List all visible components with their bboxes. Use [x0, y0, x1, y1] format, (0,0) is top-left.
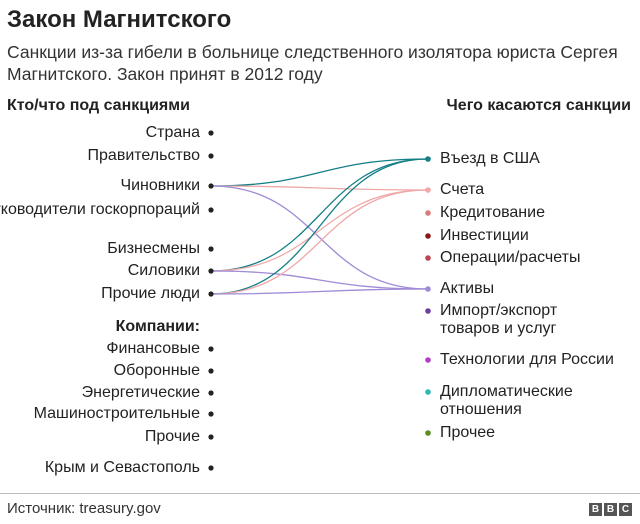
right-item: Счета: [440, 181, 485, 198]
left-dot: [208, 465, 214, 471]
company-item: Финансовые: [106, 340, 200, 357]
logo-block: B: [604, 503, 617, 516]
right-dot: [425, 286, 431, 292]
right-dot: [425, 389, 431, 395]
left-dot: [208, 207, 214, 213]
left-item: Правительство: [87, 147, 200, 164]
left-dot: [208, 346, 214, 352]
left-item: Прочие люди: [101, 285, 200, 302]
link-curve: [210, 185, 429, 290]
right-dot: [425, 156, 431, 162]
company-item: Оборонные: [113, 362, 200, 379]
company-item: Прочие: [144, 428, 200, 445]
left-dot: [208, 291, 214, 297]
logo-block: B: [589, 503, 602, 516]
link-curve: [210, 158, 429, 295]
right-item: Импорт/экспорт товаров и услуг: [440, 302, 558, 337]
right-item: Технологии для России: [440, 351, 614, 368]
link-curve: [210, 189, 429, 295]
link-curve: [210, 185, 429, 191]
left-dot: [208, 434, 214, 440]
left-item: Чиновники: [120, 177, 200, 194]
link-curve: [210, 158, 429, 272]
link-curve: [210, 288, 429, 295]
footer-divider: [0, 493, 640, 494]
right-dot: [425, 187, 431, 193]
right-dot: [425, 255, 431, 261]
left-dot: [208, 411, 214, 417]
company-item: Крым и Севастополь: [44, 459, 200, 476]
right-dot: [425, 308, 431, 314]
left-item: Силовики: [127, 262, 200, 279]
left-item: Страна: [145, 124, 200, 141]
right-dot: [425, 430, 431, 436]
right-column-header: Чего касаются санкции: [446, 97, 631, 114]
left-dot: [208, 246, 214, 252]
link-curve: [210, 270, 429, 290]
right-dot: [425, 357, 431, 363]
company-item: Энергетические: [81, 384, 200, 401]
left-dot: [208, 153, 214, 159]
right-dot: [425, 233, 431, 239]
left-dot: [208, 368, 214, 374]
right-dot: [425, 210, 431, 216]
source-note: Источник: treasury.gov: [7, 500, 161, 517]
chart-subtitle: Санкции из-за гибели в больнице следстве…: [7, 42, 618, 84]
chart-title: Закон Магнитского: [7, 6, 232, 33]
left-dot: [208, 183, 214, 189]
right-item: Операции/расчеты: [440, 249, 581, 266]
company-item: Машиностроительные: [33, 405, 200, 422]
left-item: Бизнесмены: [107, 240, 200, 257]
bbc-logo: B B C: [589, 503, 632, 516]
companies-header: Компании:: [115, 318, 200, 335]
link-curve: [210, 189, 429, 272]
left-column-header: Кто/что под санкциями: [7, 97, 190, 114]
right-item: Прочее: [440, 424, 496, 441]
right-item: Дипломатические отношения: [440, 383, 573, 418]
right-item: Кредитование: [440, 204, 545, 221]
logo-block: C: [619, 503, 632, 516]
left-item: Руководители госкорпораций: [0, 201, 200, 218]
right-item: Въезд в США: [440, 150, 540, 167]
left-dot: [208, 268, 214, 274]
left-dot: [208, 130, 214, 136]
link-curve: [210, 158, 429, 187]
right-item: Инвестиции: [440, 227, 529, 244]
left-dot: [208, 390, 214, 396]
right-item: Активы: [440, 280, 495, 297]
